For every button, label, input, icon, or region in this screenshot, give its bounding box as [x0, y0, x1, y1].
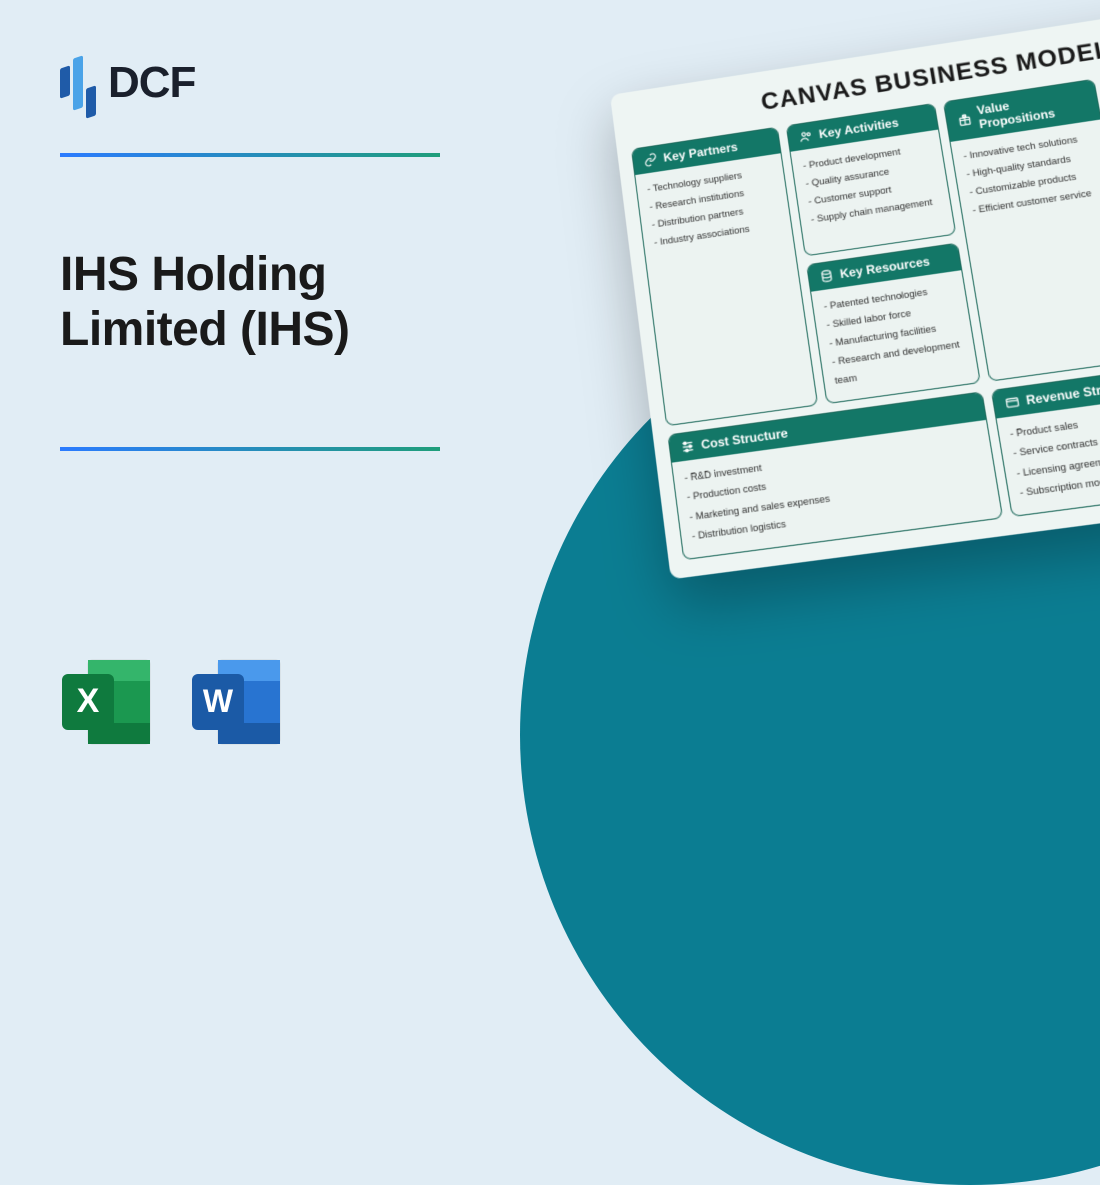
- gift-icon: [956, 112, 973, 128]
- left-column: DCF IHS Holding Limited (IHS): [60, 55, 480, 451]
- block-key-activities: Key Activities Product developmentQualit…: [786, 103, 957, 257]
- block-body: Patented technologiesSkilled labor force…: [811, 270, 980, 403]
- block-key-resources: Key Resources Patented technologiesSkill…: [806, 243, 981, 405]
- sliders-icon: [680, 439, 696, 456]
- logo-text: DCF: [108, 58, 195, 108]
- word-letter: W: [203, 683, 234, 719]
- divider-top: [60, 153, 440, 157]
- canvas-grid: Key Partners Technology suppliersResearc…: [631, 54, 1100, 560]
- block-label: Revenue Streams: [1025, 379, 1100, 409]
- page-title: IHS Holding Limited (IHS): [60, 247, 480, 357]
- logo-mark-icon: [60, 55, 96, 111]
- excel-icon: X: [60, 654, 156, 750]
- canvas-preview: CANVAS BUSINESS MODEL Key Partners Techn…: [610, 0, 1100, 579]
- excel-letter: X: [77, 682, 100, 720]
- users-icon: [798, 128, 814, 144]
- link-icon: [643, 152, 659, 168]
- database-icon: [818, 268, 835, 284]
- canvas-sheet: CANVAS BUSINESS MODEL Key Partners Techn…: [610, 0, 1100, 579]
- file-type-icons: X W: [60, 654, 286, 750]
- block-key-partners: Key Partners Technology suppliersResearc…: [631, 127, 818, 427]
- credit-card-icon: [1004, 394, 1021, 411]
- divider-bottom: [60, 447, 440, 451]
- word-icon: W: [190, 654, 286, 750]
- logo: DCF: [60, 55, 480, 111]
